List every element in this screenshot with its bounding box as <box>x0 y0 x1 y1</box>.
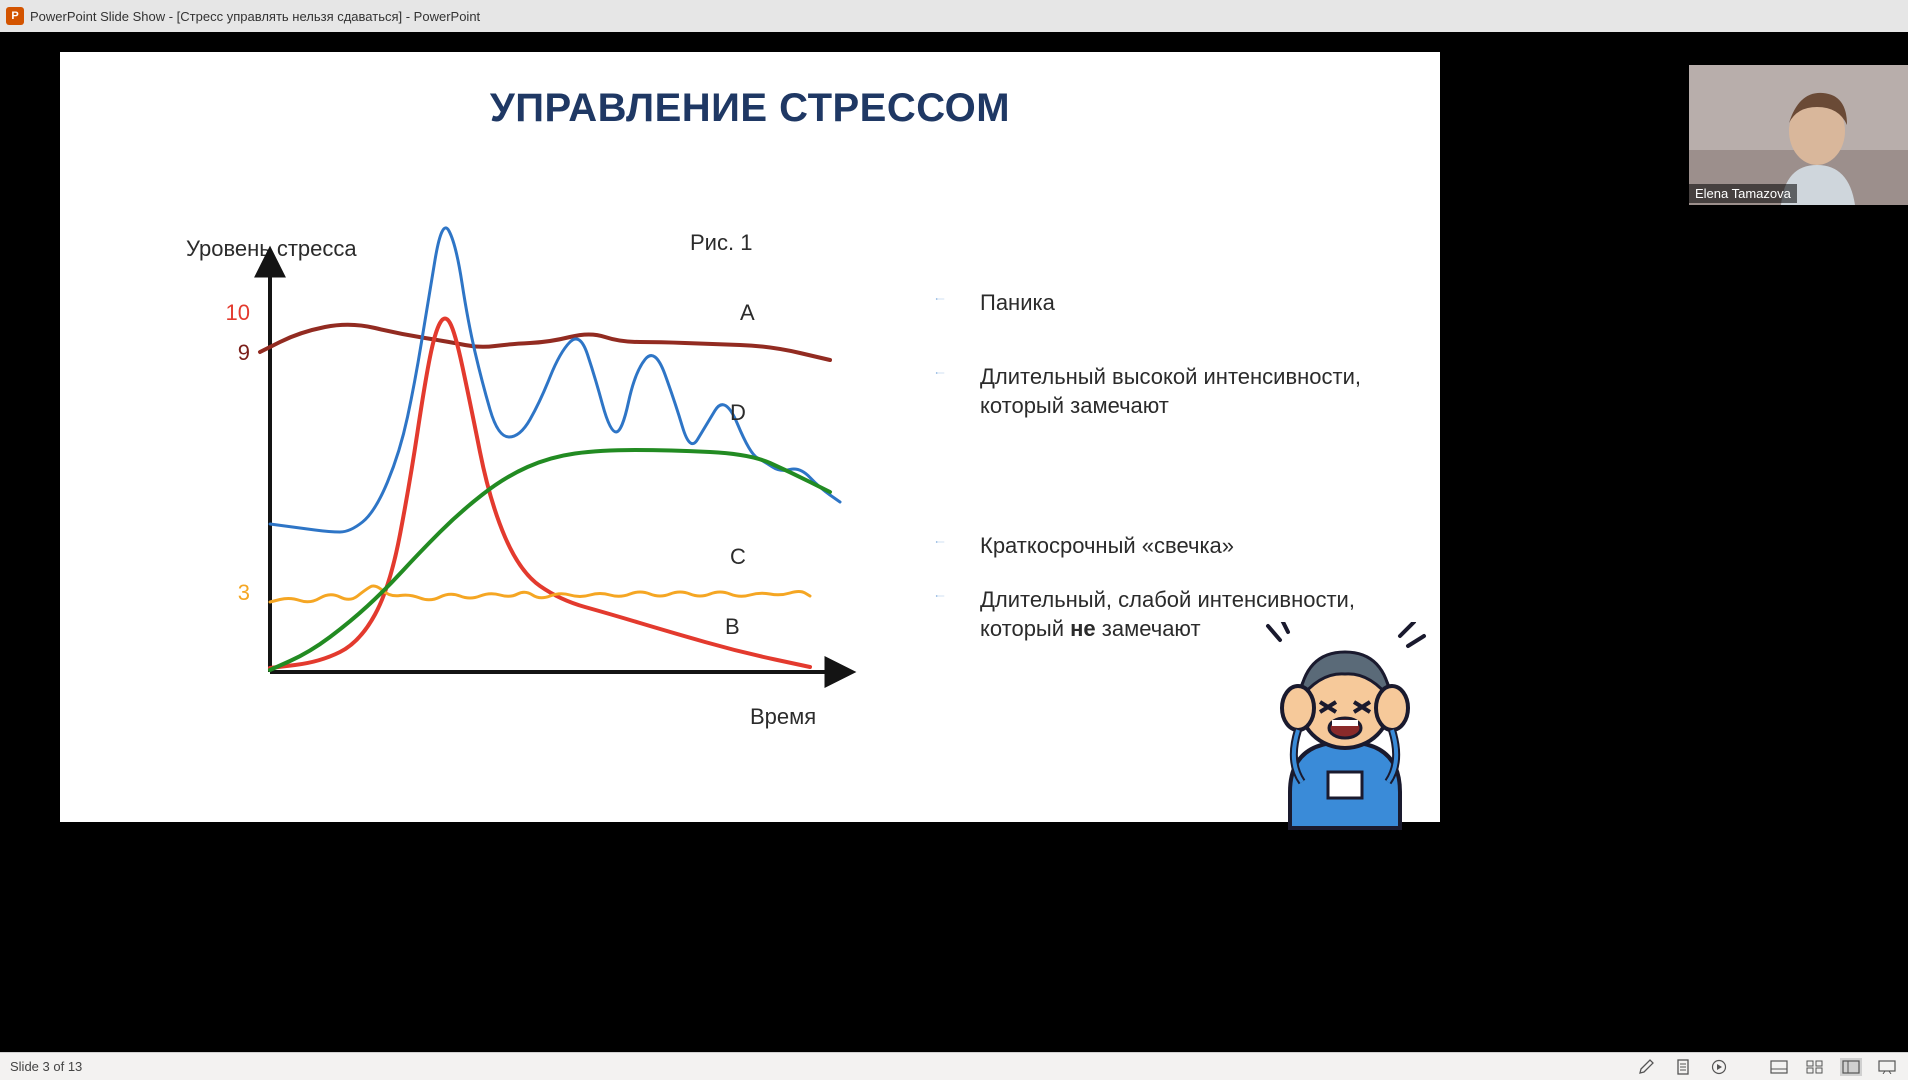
arrow-icon <box>910 541 970 543</box>
title-bar: P PowerPoint Slide Show - [Стресс управл… <box>0 0 1908 32</box>
svg-text:3: 3 <box>238 580 250 605</box>
window-title: PowerPoint Slide Show - [Стресс управлят… <box>30 9 480 24</box>
webcam-tile[interactable]: Elena Tamazova <box>1688 64 1908 204</box>
slideshow-view-button[interactable] <box>1876 1058 1898 1076</box>
legend-label: Краткосрочный «свечка» <box>980 533 1234 558</box>
svg-text:D: D <box>730 400 746 425</box>
slide: УПРАВЛЕНИЕ СТРЕССОМ Рис. 1 Уровень стрес… <box>60 52 1440 822</box>
powerpoint-icon: P <box>6 7 24 25</box>
legend: Паника Длительный высокой интенсивности,… <box>910 288 1370 644</box>
arrow-icon <box>910 595 970 597</box>
status-bar: Slide 3 of 13 <box>0 1052 1908 1080</box>
slide-sorter-button[interactable] <box>1804 1058 1826 1076</box>
play-button[interactable] <box>1708 1058 1730 1076</box>
svg-text:9: 9 <box>238 340 250 365</box>
legend-label: Паника <box>980 290 1055 315</box>
legend-label: Длительный высокой интенсивности, которы… <box>980 364 1361 419</box>
stressed-person-icon <box>1250 622 1440 832</box>
svg-text:B: B <box>725 614 740 639</box>
x-axis-label: Время <box>750 704 816 730</box>
svg-text:C: C <box>730 544 746 569</box>
reading-view-button[interactable] <box>1840 1058 1862 1076</box>
legend-item-candle: Краткосрочный «свечка» <box>910 531 1370 561</box>
normal-view-button[interactable] <box>1768 1058 1790 1076</box>
arrow-icon <box>910 372 970 374</box>
svg-text:A: A <box>740 300 755 325</box>
slide-title: УПРАВЛЕНИЕ СТРЕССОМ <box>60 86 1440 131</box>
chart-svg: 10 9 3 A B C D <box>150 182 890 742</box>
legend-item-long-high: Длительный высокой интенсивности, которы… <box>910 362 1370 421</box>
notes-button[interactable] <box>1672 1058 1694 1076</box>
slide-counter: Slide 3 of 13 <box>10 1059 82 1074</box>
arrow-icon <box>910 298 970 300</box>
webcam-name: Elena Tamazova <box>1689 184 1797 203</box>
legend-item-panic: Паника <box>910 288 1370 318</box>
chart: Уровень стресса 1093ABCD Время <box>150 182 890 742</box>
pen-tool-button[interactable] <box>1636 1058 1658 1076</box>
svg-text:10: 10 <box>226 300 250 325</box>
slide-area[interactable]: УПРАВЛЕНИЕ СТРЕССОМ Рис. 1 Уровень стрес… <box>0 32 1908 1052</box>
